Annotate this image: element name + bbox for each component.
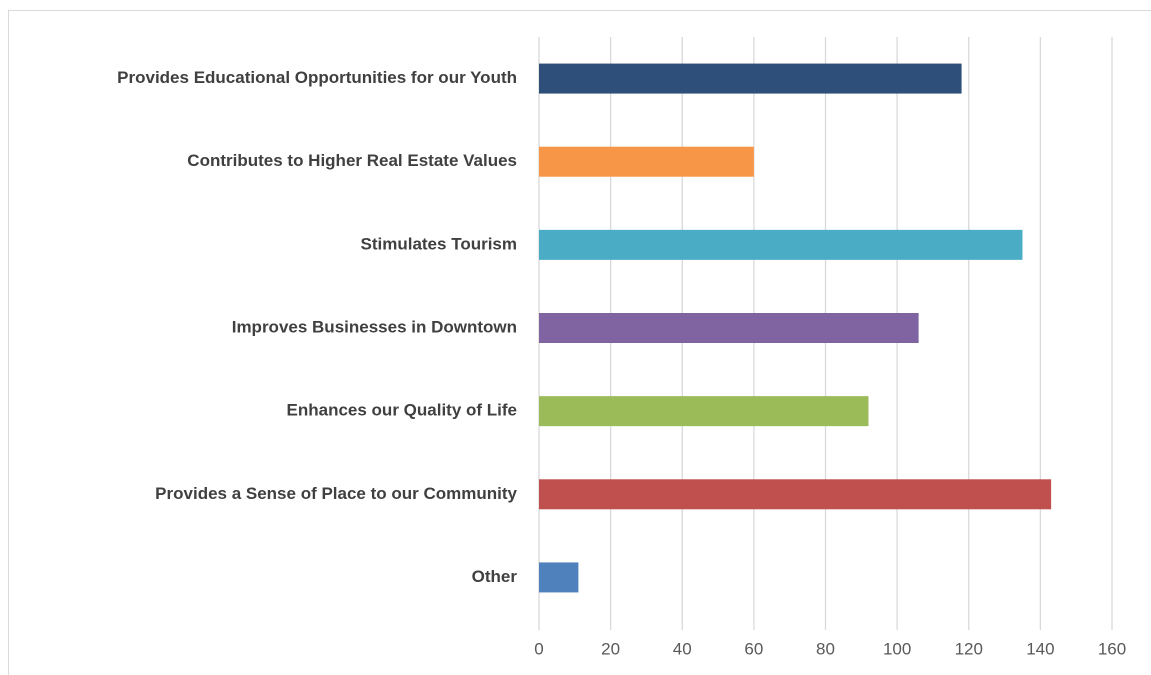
bar bbox=[539, 396, 869, 427]
y-tick-label: Provides a Sense of Place to our Communi… bbox=[155, 484, 517, 503]
x-tick-label: 0 bbox=[534, 639, 543, 658]
x-tick-label: 60 bbox=[744, 639, 763, 658]
x-tick-label: 120 bbox=[955, 639, 983, 658]
x-tick-label: 20 bbox=[601, 639, 620, 658]
y-tick-label: Improves Businesses in Downtown bbox=[232, 317, 517, 336]
bar bbox=[539, 229, 1023, 260]
x-tick-label: 40 bbox=[673, 639, 692, 658]
x-tick-label: 160 bbox=[1098, 639, 1126, 658]
x-tick-label: 100 bbox=[883, 639, 911, 658]
y-tick-label: Contributes to Higher Real Estate Values bbox=[187, 151, 517, 170]
bar bbox=[539, 313, 919, 343]
y-tick-label: Stimulates Tourism bbox=[361, 234, 518, 253]
bar bbox=[539, 479, 1052, 510]
x-tick-label: 80 bbox=[816, 639, 835, 658]
bar bbox=[539, 63, 962, 94]
x-tick-label: 140 bbox=[1026, 639, 1054, 658]
y-tick-label: Provides Educational Opportunities for o… bbox=[117, 68, 517, 87]
y-tick-label: Other bbox=[472, 567, 518, 586]
y-tick-label: Enhances our Quality of Life bbox=[287, 401, 517, 420]
bar bbox=[539, 146, 754, 177]
bar bbox=[539, 562, 579, 593]
